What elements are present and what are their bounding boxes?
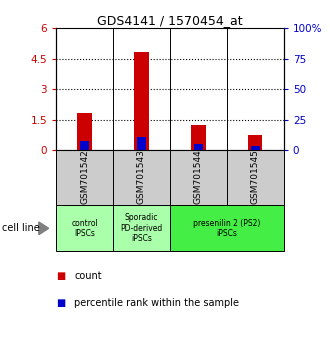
Text: ■: ■ (56, 298, 65, 308)
Title: GDS4141 / 1570454_at: GDS4141 / 1570454_at (97, 14, 243, 27)
Text: presenilin 2 (PS2)
iPSCs: presenilin 2 (PS2) iPSCs (193, 219, 261, 238)
Text: percentile rank within the sample: percentile rank within the sample (74, 298, 239, 308)
Text: ■: ■ (56, 271, 65, 281)
Text: Sporadic
PD-derived
iPSCs: Sporadic PD-derived iPSCs (120, 213, 163, 243)
Bar (191, 125, 206, 150)
Text: cell line: cell line (2, 223, 39, 233)
Bar (251, 146, 260, 150)
Text: GSM701545: GSM701545 (251, 149, 260, 204)
Bar (194, 144, 203, 150)
Bar (80, 141, 89, 150)
Bar (137, 137, 146, 150)
Bar (248, 135, 262, 150)
Text: control
IPSCs: control IPSCs (71, 219, 98, 238)
Text: count: count (74, 271, 102, 281)
Text: GSM701544: GSM701544 (194, 149, 203, 204)
Text: GSM701542: GSM701542 (80, 149, 89, 204)
Bar (78, 113, 92, 150)
Text: GSM701543: GSM701543 (137, 149, 146, 204)
Polygon shape (39, 222, 49, 235)
Bar (134, 52, 148, 150)
